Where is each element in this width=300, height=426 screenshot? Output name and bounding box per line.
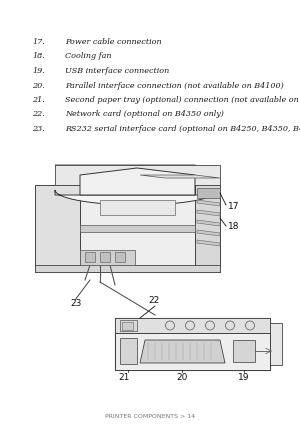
Text: 23: 23 — [70, 299, 81, 308]
Text: 23.: 23. — [32, 125, 45, 133]
Polygon shape — [80, 168, 195, 195]
Polygon shape — [195, 185, 220, 272]
Polygon shape — [115, 252, 125, 262]
Polygon shape — [115, 318, 270, 333]
Text: Parallel interface connection (not available on B4100): Parallel interface connection (not avail… — [65, 81, 284, 89]
Polygon shape — [80, 185, 195, 272]
Polygon shape — [197, 200, 220, 206]
Text: 21.: 21. — [32, 96, 45, 104]
Polygon shape — [120, 338, 137, 364]
Polygon shape — [120, 320, 137, 331]
Polygon shape — [197, 240, 220, 246]
Text: Cooling fan: Cooling fan — [65, 52, 112, 60]
Polygon shape — [80, 225, 195, 232]
Text: 17.: 17. — [32, 38, 45, 46]
Polygon shape — [197, 188, 220, 198]
Polygon shape — [140, 340, 225, 363]
Text: 22.: 22. — [32, 110, 45, 118]
Polygon shape — [35, 265, 220, 272]
Text: 17: 17 — [228, 202, 239, 211]
Polygon shape — [197, 230, 220, 236]
Text: Network card (optional on B4350 only): Network card (optional on B4350 only) — [65, 110, 224, 118]
Polygon shape — [197, 210, 220, 216]
Text: 18.: 18. — [32, 52, 45, 60]
Polygon shape — [140, 175, 220, 178]
Polygon shape — [197, 220, 220, 226]
Polygon shape — [122, 322, 133, 330]
Polygon shape — [55, 165, 220, 185]
Polygon shape — [233, 340, 255, 362]
Text: Power cable connection: Power cable connection — [65, 38, 162, 46]
Polygon shape — [35, 185, 80, 272]
Text: RS232 serial interface card (optional on B4250, B4350, B4350n): RS232 serial interface card (optional on… — [65, 125, 300, 133]
Text: 20.: 20. — [32, 81, 45, 89]
Polygon shape — [100, 252, 110, 262]
Text: 19.: 19. — [32, 67, 45, 75]
Text: Second paper tray (optional) connection (not available on B4100): Second paper tray (optional) connection … — [65, 96, 300, 104]
Polygon shape — [115, 333, 270, 370]
Polygon shape — [55, 190, 219, 205]
Text: USB interface connection: USB interface connection — [65, 67, 169, 75]
Text: 21: 21 — [118, 373, 130, 382]
Polygon shape — [85, 252, 95, 262]
Polygon shape — [270, 323, 282, 365]
Text: 19: 19 — [238, 373, 250, 382]
Polygon shape — [115, 318, 270, 370]
Polygon shape — [55, 165, 220, 185]
Text: 20: 20 — [176, 373, 188, 382]
Text: PRINTER COMPONENTS > 14: PRINTER COMPONENTS > 14 — [105, 414, 195, 419]
Polygon shape — [100, 200, 175, 215]
Text: 22: 22 — [148, 296, 159, 305]
Polygon shape — [80, 250, 135, 265]
Text: 18: 18 — [228, 222, 239, 231]
